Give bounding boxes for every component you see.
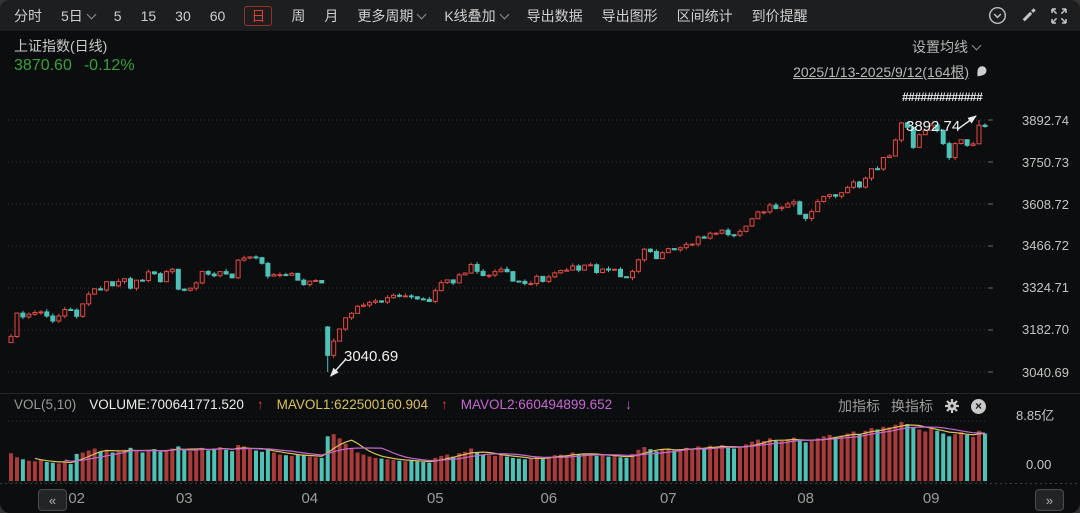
price-axis-label: 3466.72	[1022, 238, 1069, 254]
time-axis-month-04: 04	[301, 490, 319, 507]
chevron-down-icon	[971, 40, 982, 51]
toolbar-item-30[interactable]: 30	[175, 7, 191, 24]
time-axis-month-03: 03	[175, 490, 193, 507]
chevron-down-icon	[86, 9, 97, 19]
time-axis-month-08: 08	[797, 490, 815, 507]
mavol1-value: MAVOL1:622500160.904	[276, 397, 429, 412]
toolbar-icons	[988, 0, 1068, 31]
up-arrow-icon: ↑	[441, 397, 448, 412]
toolbar-item-分时[interactable]: 分时	[14, 7, 42, 24]
instrument-title: 上证指数(日线)	[14, 38, 108, 54]
high-price-annotation: 3892.74	[906, 118, 961, 135]
last-price: 3870.60	[14, 57, 72, 74]
toolbar-item-导出数据[interactable]: 导出数据	[526, 7, 583, 24]
collapse-panel-icon[interactable]	[988, 6, 1007, 25]
toolbar-item-更多周期[interactable]: 更多周期	[357, 6, 427, 26]
price-axis-label: 3608.72	[1022, 196, 1069, 212]
volume-value: VOLUME:700641771.520	[89, 397, 244, 412]
toolbar-item-60[interactable]: 60	[209, 7, 226, 24]
volume-indicator-header: VOL(5,10) VOLUME:700641771.520 ↑ MAVOL1:…	[14, 397, 632, 412]
time-axis-month-07: 07	[659, 490, 677, 507]
toolbar-item-到价提醒[interactable]: 到价提醒	[751, 7, 808, 24]
fullscreen-icon[interactable]	[1050, 7, 1068, 25]
scroll-left-button[interactable]: «	[38, 489, 67, 511]
toolbar-item-5[interactable]: 5	[113, 7, 122, 24]
toolbar-item-月[interactable]: 月	[324, 7, 339, 24]
chevron-down-icon	[499, 9, 510, 19]
price-readout: 3870.60 -0.12%	[14, 57, 135, 75]
toolbar-item-5日[interactable]: 5日	[61, 6, 97, 26]
date-range-link[interactable]: 2025/1/13-2025/9/12(164根)	[793, 62, 988, 82]
watermark: #############	[902, 90, 983, 104]
toolbar-item-区间统计[interactable]: 区间统计	[676, 7, 733, 24]
switch-indicator-button[interactable]: 换指标	[891, 398, 933, 414]
time-axis-month-06: 06	[540, 490, 558, 507]
volume-axis-max: 8.85亿	[1016, 408, 1055, 423]
add-indicator-button[interactable]: 加指标	[838, 398, 880, 414]
toolbar-item-周[interactable]: 周	[291, 7, 306, 24]
vol-indicator-label: VOL(5,10)	[14, 397, 77, 412]
draw-brush-icon[interactable]	[1020, 7, 1037, 24]
time-axis-month-05: 05	[426, 490, 444, 507]
toolbar-item-K线叠加[interactable]: K线叠加	[444, 6, 510, 26]
low-price-annotation: 3040.69	[344, 348, 399, 365]
time-axis-month-09: 09	[922, 490, 940, 507]
period-toolbar: 分时 5日 5 15 30 60 日 周 月 更多周期 K线叠加 导出数据 导出图形 区间统计 到价提醒	[0, 0, 1080, 32]
price-axis-label: 3324.71	[1022, 280, 1069, 296]
volume-axis-min: 0.00	[1026, 457, 1052, 472]
price-axis-label: 3182.70	[1022, 322, 1069, 338]
toolbar-item-日[interactable]: 日	[244, 5, 273, 26]
down-arrow-icon: ↓	[625, 397, 632, 412]
chevron-down-icon	[416, 9, 427, 19]
ma-settings-button[interactable]: 设置均线	[912, 37, 982, 57]
scroll-right-button[interactable]: »	[1035, 489, 1064, 511]
up-arrow-icon: ↑	[256, 397, 264, 412]
close-indicator-icon[interactable]: ×	[971, 398, 986, 414]
toolbar-item-15[interactable]: 15	[140, 7, 157, 24]
gear-icon[interactable]	[944, 398, 960, 414]
price-axis-label: 3892.74	[1022, 112, 1069, 128]
mavol2-value: MAVOL2:660494899.652	[460, 397, 613, 412]
price-axis-label: 3040.69	[1022, 364, 1069, 380]
indicator-controls: 加指标 换指标 ×	[838, 396, 986, 416]
time-axis-month-02: 02	[68, 490, 86, 507]
toolbar-item-导出图形[interactable]: 导出图形	[601, 7, 658, 24]
pin-icon	[977, 66, 987, 77]
change-percent: -0.12%	[83, 57, 135, 74]
price-axis-label: 3750.73	[1022, 154, 1069, 170]
